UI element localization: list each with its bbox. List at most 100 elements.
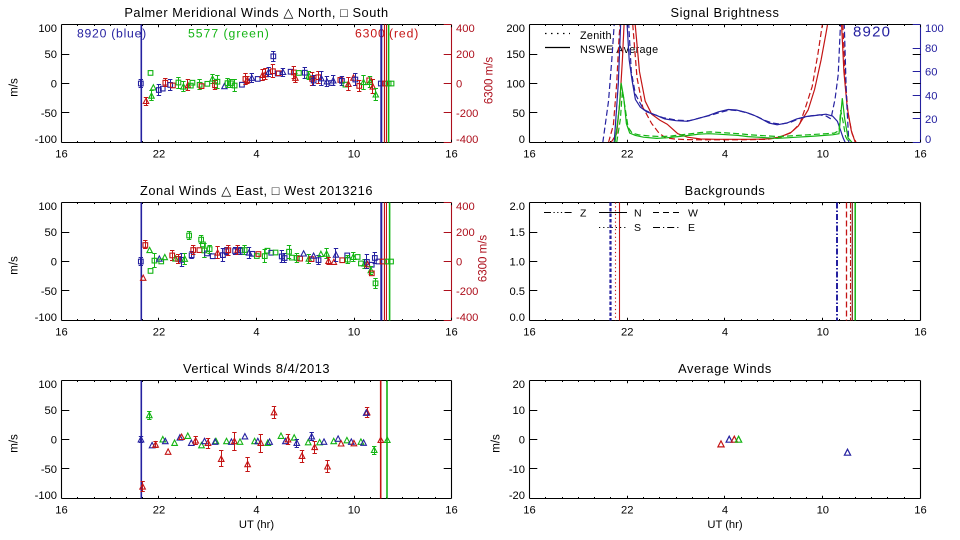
svg-text:W: W (688, 208, 698, 220)
svg-text:10: 10 (817, 149, 829, 161)
svg-text:16: 16 (523, 149, 535, 161)
svg-text:(red): (red) (389, 27, 419, 41)
svg-text:N: N (634, 208, 642, 220)
svg-text:400: 400 (456, 201, 475, 213)
svg-text:m/s: m/s (9, 434, 21, 453)
svg-text:Backgrounds: Backgrounds (685, 183, 766, 198)
svg-text:22: 22 (621, 327, 633, 339)
svg-text:200: 200 (506, 23, 525, 35)
svg-text:-20: -20 (509, 490, 525, 502)
svg-text:8920: 8920 (853, 24, 891, 41)
svg-text:50: 50 (513, 108, 525, 120)
svg-text:10: 10 (817, 505, 829, 517)
svg-text:16: 16 (55, 149, 67, 161)
svg-text:0: 0 (456, 257, 462, 269)
svg-text:6300: 6300 (355, 27, 386, 41)
svg-text:10: 10 (817, 327, 829, 339)
svg-text:-100: -100 (35, 312, 57, 324)
svg-text:0: 0 (925, 134, 931, 146)
svg-text:6300 m/s: 6300 m/s (478, 235, 490, 283)
svg-text:10: 10 (348, 149, 360, 161)
svg-text:0: 0 (456, 79, 462, 91)
svg-text:0: 0 (51, 79, 57, 91)
svg-text:Zonal Winds △ East, □ West 201: Zonal Winds △ East, □ West 2013216 (140, 183, 373, 198)
svg-text:E: E (688, 222, 695, 234)
svg-text:-200: -200 (456, 286, 478, 298)
svg-text:100: 100 (38, 23, 57, 35)
svg-text:Zenith: Zenith (580, 30, 612, 42)
svg-text:4: 4 (722, 149, 728, 161)
svg-text:100: 100 (38, 379, 57, 391)
svg-text:S: S (634, 222, 641, 234)
svg-text:1.0: 1.0 (509, 257, 525, 269)
svg-text:16: 16 (914, 149, 926, 161)
svg-text:10: 10 (348, 505, 360, 517)
svg-text:10: 10 (348, 327, 360, 339)
svg-text:0.0: 0.0 (509, 312, 525, 324)
svg-text:400: 400 (456, 23, 475, 35)
svg-text:-400: -400 (456, 134, 478, 146)
svg-text:200: 200 (456, 49, 475, 61)
svg-text:22: 22 (153, 505, 165, 517)
svg-text:0: 0 (519, 435, 525, 447)
svg-text:22: 22 (621, 149, 633, 161)
svg-text:150: 150 (506, 49, 525, 61)
svg-text:4: 4 (253, 149, 259, 161)
svg-text:16: 16 (55, 505, 67, 517)
svg-text:0: 0 (51, 257, 57, 269)
svg-text:4: 4 (253, 505, 259, 517)
svg-text:100: 100 (38, 201, 57, 213)
svg-text:16: 16 (914, 327, 926, 339)
svg-text:Vertical Winds 8/4/2013: Vertical Winds 8/4/2013 (183, 361, 330, 376)
svg-text:50: 50 (45, 227, 57, 239)
svg-text:100: 100 (506, 79, 525, 91)
svg-text:16: 16 (445, 327, 457, 339)
svg-text:Signal Brightness: Signal Brightness (671, 5, 780, 20)
svg-text:60: 60 (925, 67, 937, 79)
svg-text:16: 16 (914, 505, 926, 517)
svg-text:m/s: m/s (9, 78, 21, 97)
svg-text:Z: Z (580, 208, 587, 220)
svg-text:-100: -100 (35, 134, 57, 146)
svg-text:UT (hr): UT (hr) (707, 519, 742, 531)
svg-text:16: 16 (523, 505, 535, 517)
svg-text:16: 16 (55, 327, 67, 339)
svg-text:50: 50 (45, 405, 57, 417)
svg-text:4: 4 (722, 505, 728, 517)
svg-text:0: 0 (519, 134, 525, 146)
svg-text:UT (hr): UT (hr) (239, 519, 274, 531)
svg-text:16: 16 (523, 327, 535, 339)
svg-text:-100: -100 (35, 490, 57, 502)
svg-text:-50: -50 (41, 464, 57, 476)
svg-text:0: 0 (51, 435, 57, 447)
svg-text:Palmer Meridional Winds △ Nort: Palmer Meridional Winds △ North, □ South (124, 5, 388, 20)
svg-text:1.5: 1.5 (509, 227, 525, 239)
svg-text:-400: -400 (456, 312, 478, 324)
svg-text:-50: -50 (41, 108, 57, 120)
svg-text:10: 10 (513, 405, 525, 417)
svg-text:0.5: 0.5 (509, 286, 525, 298)
svg-text:22: 22 (621, 505, 633, 517)
svg-text:m/s: m/s (9, 256, 21, 275)
svg-text:20: 20 (513, 379, 525, 391)
svg-text:16: 16 (445, 149, 457, 161)
svg-text:6300 m/s: 6300 m/s (484, 57, 496, 105)
svg-text:100: 100 (925, 23, 944, 35)
svg-text:40: 40 (925, 90, 937, 102)
svg-text:200: 200 (456, 227, 475, 239)
svg-text:2.0: 2.0 (509, 201, 525, 213)
svg-text:-50: -50 (41, 286, 57, 298)
svg-text:16: 16 (445, 505, 457, 517)
svg-text:22: 22 (153, 327, 165, 339)
svg-text:-10: -10 (509, 464, 525, 476)
svg-text:4: 4 (722, 327, 728, 339)
svg-text:m/s: m/s (491, 434, 503, 453)
svg-text:50: 50 (45, 49, 57, 61)
svg-text:20: 20 (925, 114, 937, 126)
svg-text:22: 22 (153, 149, 165, 161)
svg-text:4: 4 (253, 327, 259, 339)
svg-text:80: 80 (925, 43, 937, 55)
svg-text:Average Winds: Average Winds (678, 361, 772, 376)
svg-text:-200: -200 (456, 108, 478, 120)
svg-text:8920 (blue): 8920 (blue) (77, 27, 147, 41)
